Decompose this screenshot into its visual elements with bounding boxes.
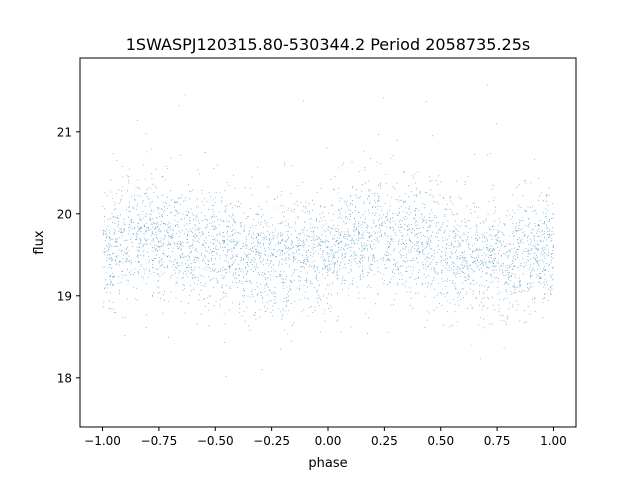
x-axis-label: phase [308,456,347,471]
scatter-points [102,84,555,377]
x-tick-label: 0.25 [371,434,398,448]
chart-title: 1SWASPJ120315.80-530344.2 Period 2058735… [126,35,531,54]
y-axis-label: flux [32,230,47,254]
y-tick-label: 19 [57,289,72,303]
y-tick-label: 18 [57,371,72,385]
x-tick-label: −1.00 [84,434,121,448]
x-tick-label: 0.00 [315,434,342,448]
x-tick-label: −0.25 [253,434,290,448]
y-tick-label: 21 [57,125,72,139]
x-tick-label: −0.50 [197,434,234,448]
y-axis-ticks: 18 19 20 21 [57,125,80,385]
x-tick-label: −0.75 [141,434,178,448]
x-tick-label: 0.75 [484,434,511,448]
y-tick-label: 20 [57,207,72,221]
data-points [102,84,555,377]
x-tick-label: 0.50 [427,434,454,448]
x-axis-ticks: −1.00 −0.75 −0.50 −0.25 0.00 0.25 0.50 0.75 1.00 [84,427,567,448]
x-tick-label: 1.00 [540,434,567,448]
